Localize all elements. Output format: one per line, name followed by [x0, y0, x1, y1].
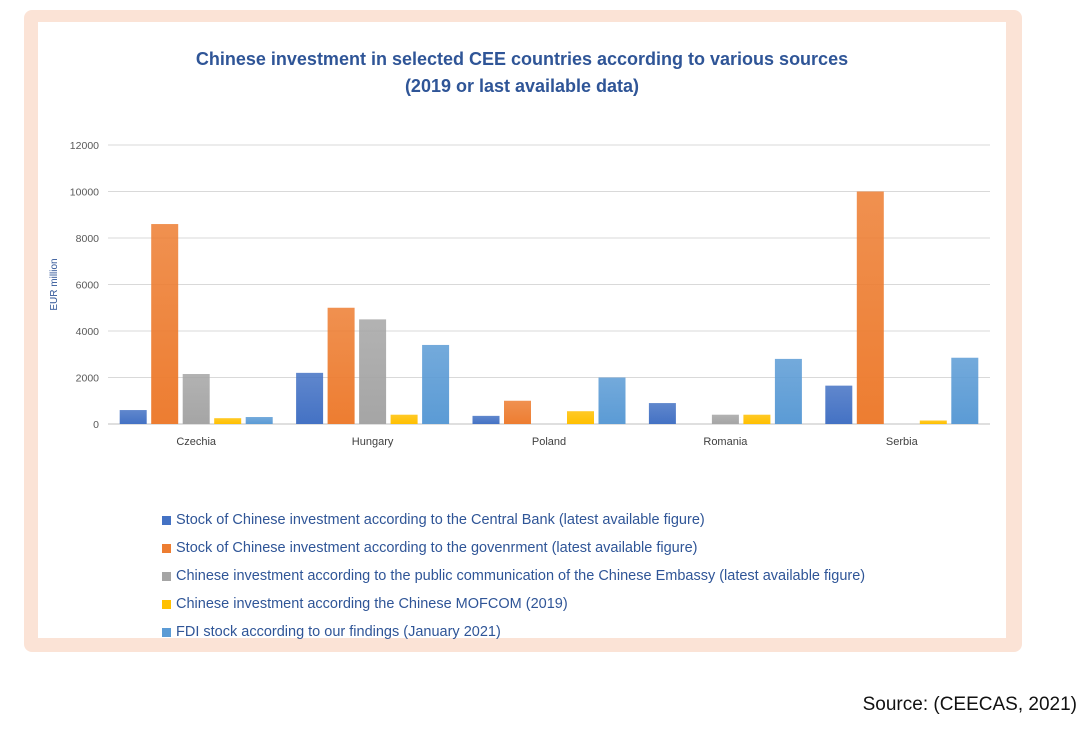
bar-czechia-series-3: [182, 374, 210, 424]
legend-label: FDI stock according to our findings (Jan…: [176, 624, 501, 640]
y-tick-label: 10000: [70, 187, 99, 199]
bar-romania-series-4: [743, 414, 771, 424]
y-tick-label: 8000: [76, 233, 100, 245]
bar-czechia-series-2: [151, 224, 179, 424]
y-axis-label: EUR million: [49, 258, 60, 310]
y-tick-label: 4000: [76, 326, 100, 338]
bar-serbia-series-1: [825, 385, 853, 424]
x-tick-label: Czechia: [176, 436, 217, 448]
chart-frame: Chinese investment in selected CEE count…: [24, 10, 1022, 652]
y-tick-label: 2000: [76, 373, 100, 385]
bar-romania-series-1: [648, 403, 676, 424]
x-tick-label: Poland: [532, 436, 566, 448]
bar-chart: 0 2000 4000 6000 8000 10000 12000 EUR million Cz…: [49, 140, 990, 448]
bar-romania-series-5: [774, 358, 802, 424]
bar-poland-series-4: [567, 411, 594, 424]
bar-poland-series-2: [504, 400, 531, 424]
legend-swatch: [162, 599, 171, 609]
x-tick-label: Serbia: [886, 436, 919, 448]
x-tick-label: Romania: [703, 436, 748, 448]
bar-hungary-series-5: [422, 344, 450, 424]
bar-czechia-series-1: [119, 410, 147, 424]
y-tick-label: 6000: [76, 280, 100, 292]
legend-item: Stock of Chinese investment according to…: [162, 506, 865, 534]
bar-czechia-series-4: [214, 418, 242, 424]
legend-swatch: [162, 571, 171, 581]
bar-czechia-series-5: [245, 417, 273, 424]
bar-hungary-series-1: [296, 372, 324, 424]
chart-title-line-1: Chinese investment in selected CEE count…: [195, 49, 849, 69]
bar-romania-series-3: [711, 414, 739, 424]
chart-legend: Stock of Chinese investment according to…: [162, 506, 865, 646]
y-tick-label: 12000: [70, 140, 99, 152]
x-tick-label: Hungary: [352, 436, 394, 448]
chart-title-line-2: (2019 or last available data): [404, 76, 640, 96]
bar-hungary-series-2: [327, 307, 355, 424]
legend-item: FDI stock according to our findings (Jan…: [162, 618, 865, 646]
legend-swatch: [162, 515, 171, 525]
legend-swatch: [162, 543, 171, 553]
legend-item: Chinese investment according the Chinese…: [162, 590, 865, 618]
legend-label: Chinese investment according to the publ…: [176, 568, 866, 584]
legend-item: Chinese investment according to the publ…: [162, 562, 865, 590]
bar-serbia-series-2: [856, 191, 884, 424]
bar-serbia-series-5: [951, 357, 979, 424]
legend-label: Stock of Chinese investment according to…: [176, 540, 698, 556]
chart-title: Chinese investment in selected CEE count…: [38, 46, 1006, 100]
chart-panel: Chinese investment in selected CEE count…: [38, 22, 1006, 640]
legend-item: Stock of Chinese investment according to…: [162, 534, 865, 562]
source-note: Source: (CEECAS, 2021): [862, 694, 1077, 715]
y-tick-label: 0: [93, 419, 99, 431]
legend-swatch: [162, 627, 171, 637]
bar-hungary-series-3: [359, 319, 387, 424]
legend-label: Stock of Chinese investment according to…: [176, 512, 705, 528]
bar-serbia-series-4: [919, 420, 947, 424]
bar-hungary-series-4: [390, 414, 418, 424]
bar-poland-series-1: [472, 415, 500, 424]
legend-label: Chinese investment according the Chinese…: [176, 596, 568, 612]
bar-poland-series-5: [598, 377, 626, 424]
